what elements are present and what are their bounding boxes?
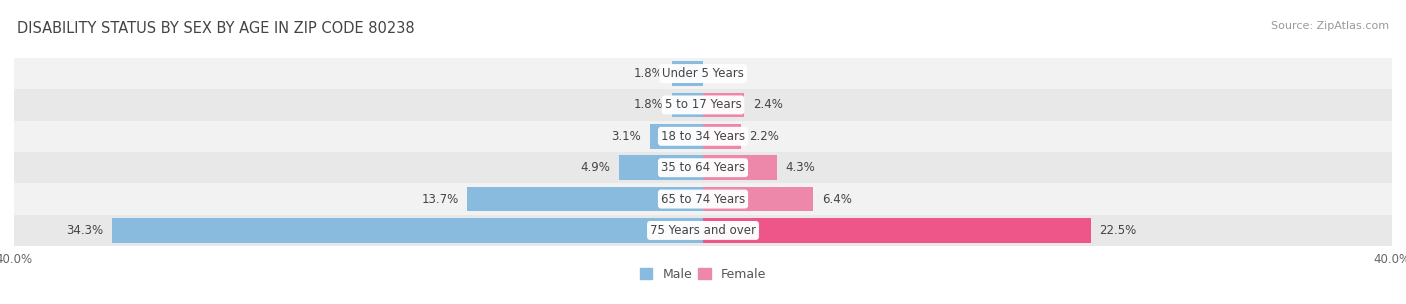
Bar bbox=[703, 155, 778, 180]
Bar bbox=[703, 124, 741, 149]
Text: 5 to 17 Years: 5 to 17 Years bbox=[665, 98, 741, 112]
Bar bbox=[14, 89, 1392, 121]
Bar bbox=[672, 61, 703, 86]
Text: Source: ZipAtlas.com: Source: ZipAtlas.com bbox=[1271, 21, 1389, 31]
Text: 3.1%: 3.1% bbox=[612, 130, 641, 143]
Bar bbox=[14, 121, 1392, 152]
Bar bbox=[14, 58, 1392, 89]
Text: 22.5%: 22.5% bbox=[1099, 224, 1136, 237]
Text: 35 to 64 Years: 35 to 64 Years bbox=[661, 161, 745, 174]
Bar bbox=[14, 215, 1392, 246]
Text: 1.8%: 1.8% bbox=[634, 67, 664, 80]
Text: 0.0%: 0.0% bbox=[711, 67, 741, 80]
Text: 6.4%: 6.4% bbox=[823, 192, 852, 206]
Text: 65 to 74 Years: 65 to 74 Years bbox=[661, 192, 745, 206]
Text: 1.8%: 1.8% bbox=[634, 98, 664, 112]
Text: 4.9%: 4.9% bbox=[581, 161, 610, 174]
Bar bbox=[14, 183, 1392, 215]
Text: 34.3%: 34.3% bbox=[66, 224, 104, 237]
Text: 13.7%: 13.7% bbox=[422, 192, 458, 206]
Bar bbox=[467, 187, 703, 211]
Bar bbox=[703, 187, 813, 211]
Text: 2.4%: 2.4% bbox=[754, 98, 783, 112]
Text: DISABILITY STATUS BY SEX BY AGE IN ZIP CODE 80238: DISABILITY STATUS BY SEX BY AGE IN ZIP C… bbox=[17, 21, 415, 36]
Text: 75 Years and over: 75 Years and over bbox=[650, 224, 756, 237]
Bar bbox=[619, 155, 703, 180]
Bar bbox=[650, 124, 703, 149]
Bar bbox=[672, 93, 703, 117]
Bar bbox=[112, 218, 703, 243]
Bar bbox=[703, 218, 1091, 243]
Text: 4.3%: 4.3% bbox=[786, 161, 815, 174]
Bar bbox=[14, 152, 1392, 183]
Bar bbox=[703, 93, 744, 117]
Text: Under 5 Years: Under 5 Years bbox=[662, 67, 744, 80]
Legend: Male, Female: Male, Female bbox=[636, 263, 770, 286]
Text: 2.2%: 2.2% bbox=[749, 130, 779, 143]
Text: 18 to 34 Years: 18 to 34 Years bbox=[661, 130, 745, 143]
